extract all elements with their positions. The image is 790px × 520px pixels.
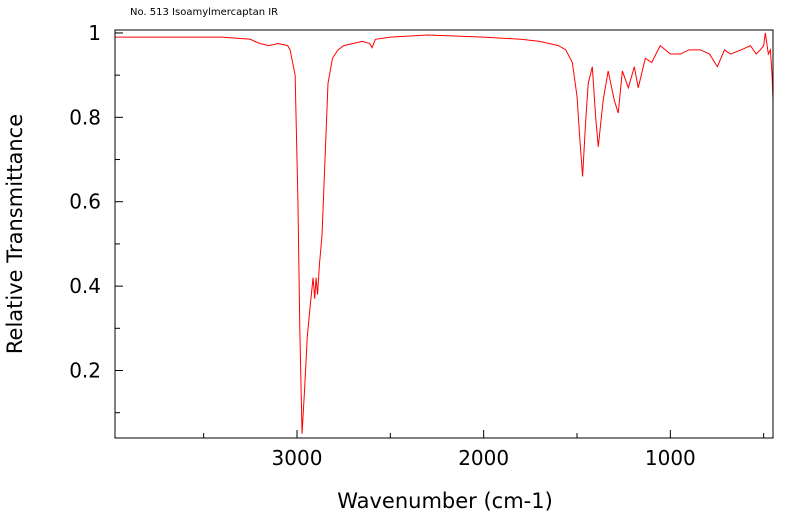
- y-tick-label: 1: [88, 21, 101, 45]
- x-tick-label: 1000: [645, 446, 696, 470]
- spectrum-line: [115, 32, 773, 434]
- y-tick-label: 0.2: [69, 358, 101, 382]
- x-tick-label: 2000: [458, 446, 509, 470]
- y-tick-label: 0.8: [69, 105, 101, 129]
- y-tick-label: 0.6: [69, 190, 101, 214]
- plot-frame: [114, 29, 774, 439]
- x-tick-label: 3000: [272, 446, 323, 470]
- x-axis-label: Wavenumber (cm-1): [337, 489, 553, 513]
- y-axis-label: Relative Transmittance: [3, 114, 27, 354]
- y-tick-label: 0.4: [69, 274, 101, 298]
- chart-title: No. 513 Isoamylmercaptan IR: [130, 7, 278, 18]
